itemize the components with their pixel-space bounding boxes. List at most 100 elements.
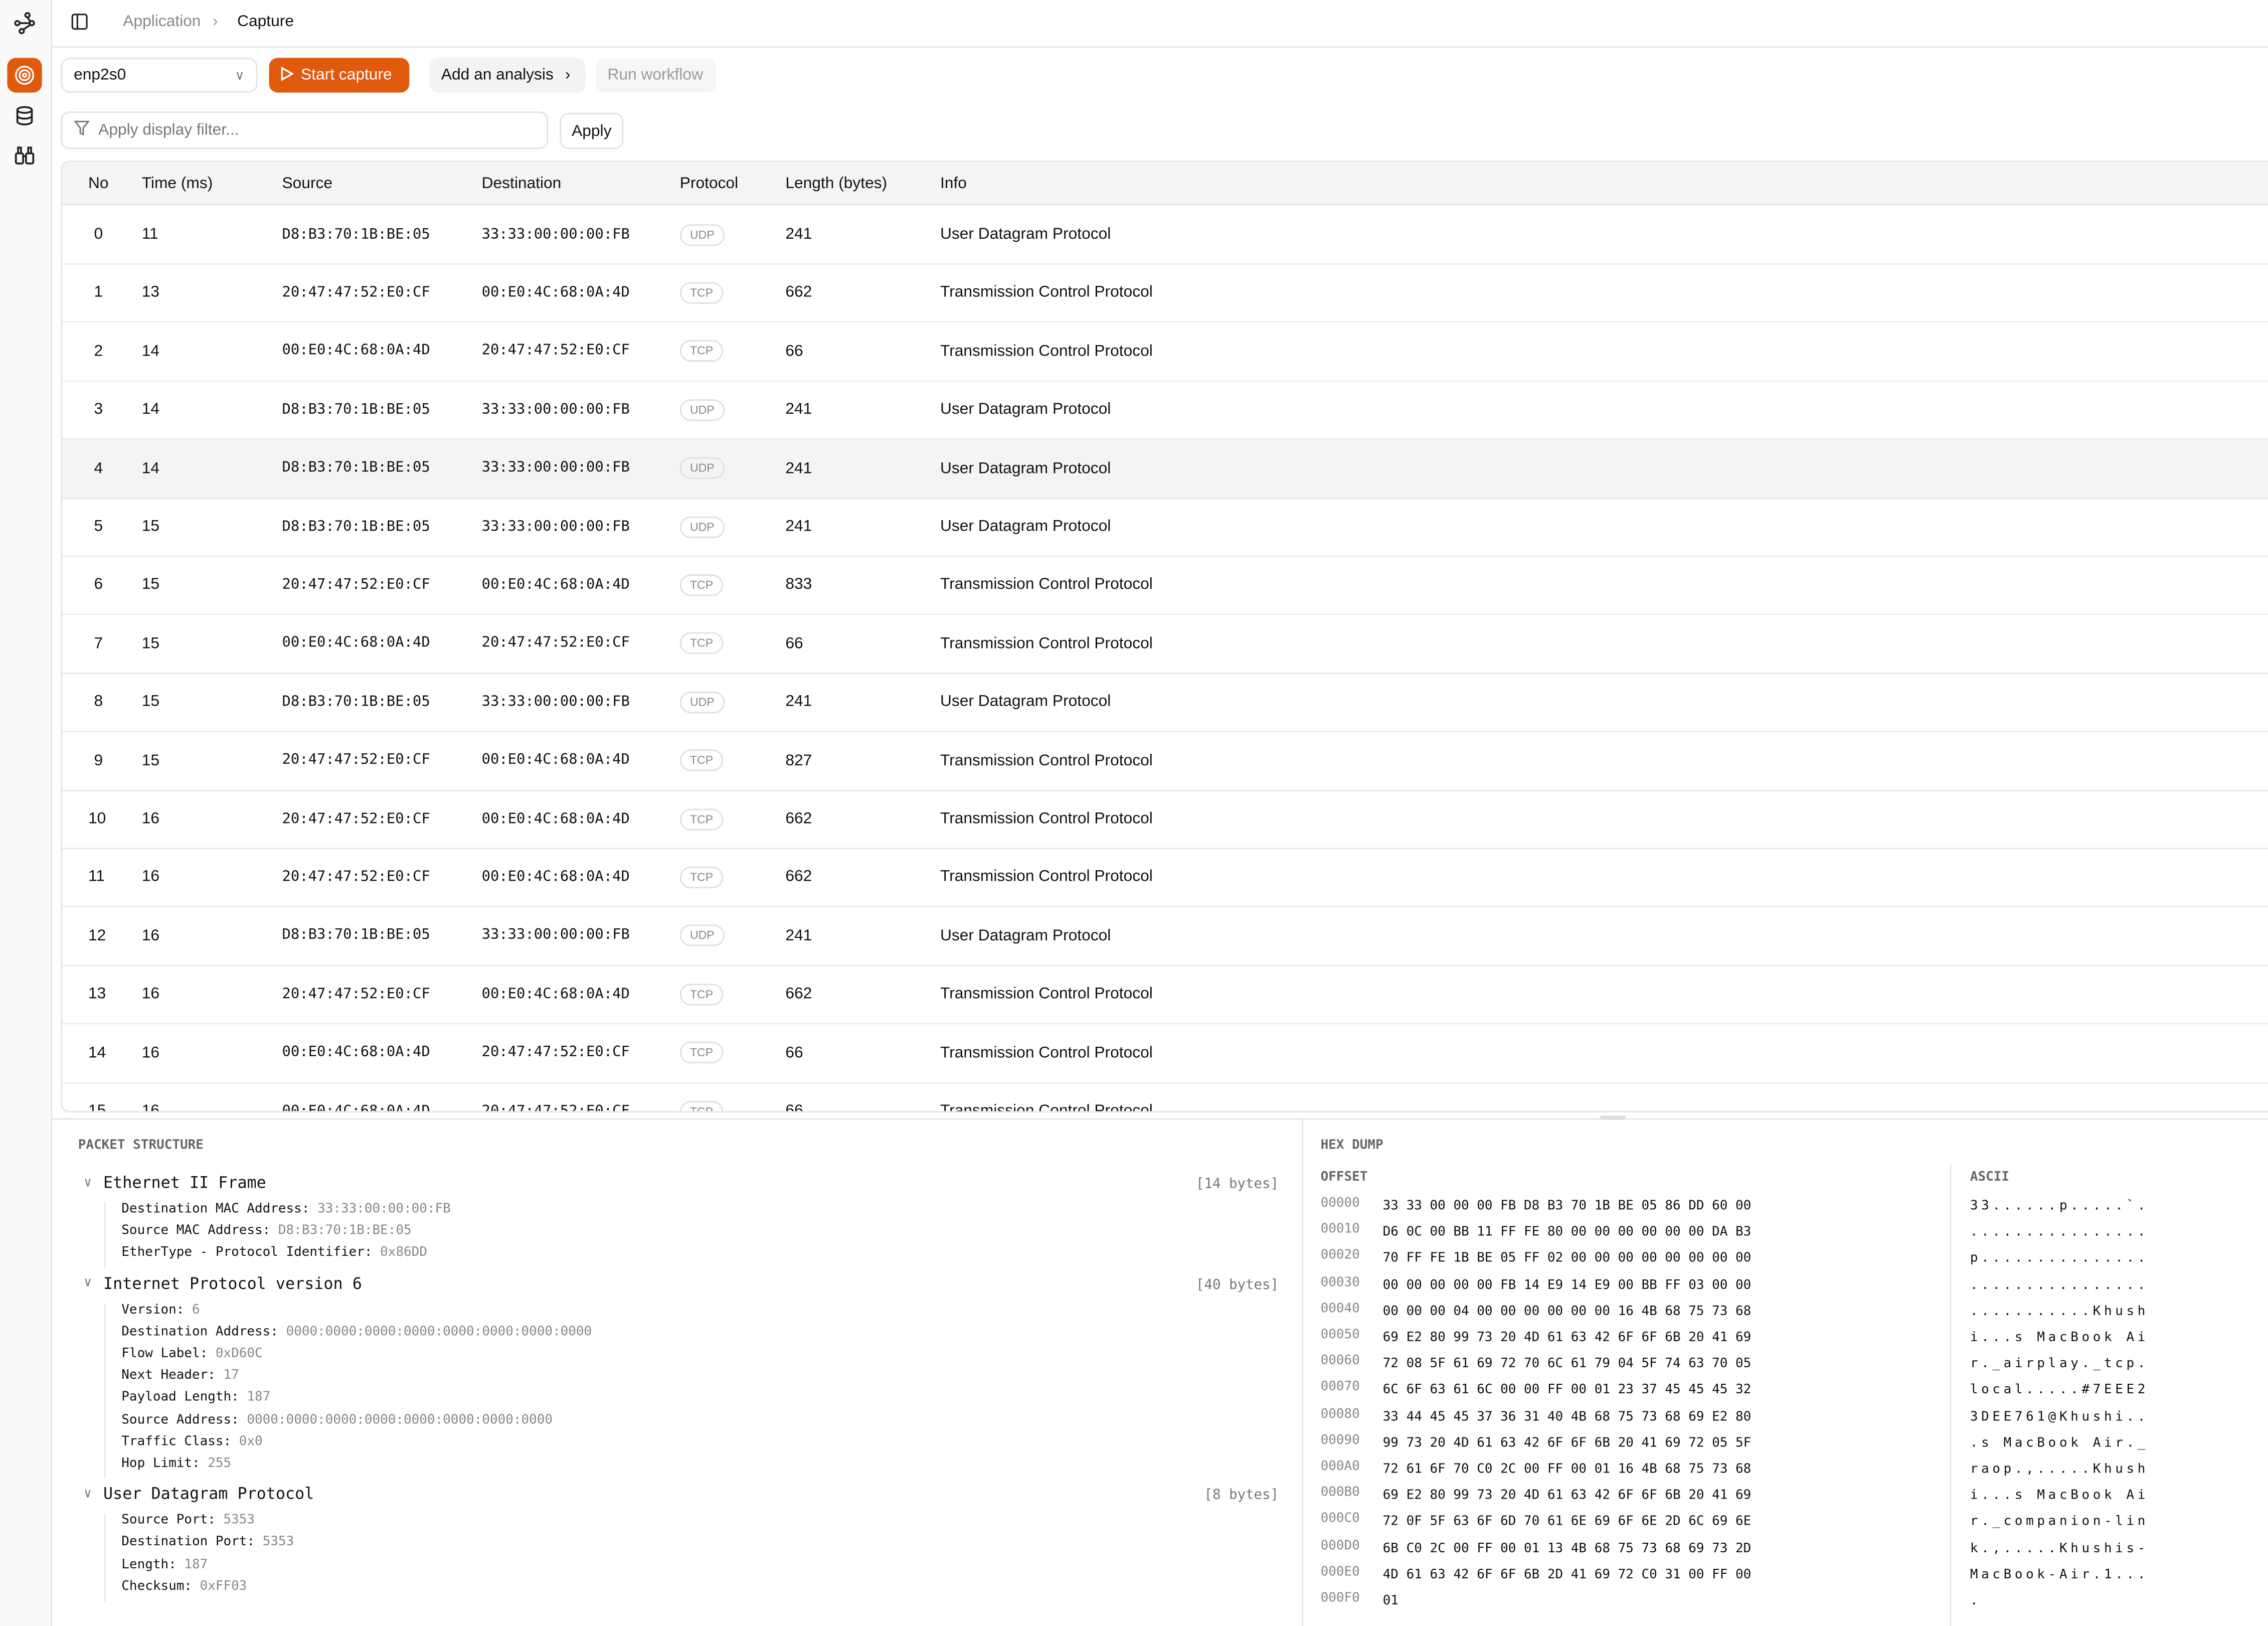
row-length: 66	[785, 634, 803, 653]
database-icon[interactable]	[7, 100, 42, 131]
table-row[interactable]: 8 15 D8:B3:70:1B:BE:05 33:33:00:00:00:FB UDP…	[62, 673, 2268, 733]
column-header[interactable]: Info	[940, 174, 967, 192]
hex-offset: 00080	[1320, 1407, 1360, 1422]
column-header[interactable]: Length (bytes)	[785, 174, 888, 192]
chevron-down-icon: ∨	[235, 67, 245, 82]
column-header[interactable]: Time (ms)	[141, 174, 213, 192]
table-row[interactable]: 1 13 20:47:47:52:E0:CF 00:E0:4C:68:0A:4D TCP…	[62, 264, 2268, 323]
row-length: 241	[785, 225, 812, 243]
tree-field[interactable]: Source Port: 5353	[121, 1514, 255, 1528]
tree-field[interactable]: Destination MAC Address: 33:33:00:00:00:…	[121, 1202, 451, 1217]
row-length: 241	[785, 401, 812, 419]
tree-field[interactable]: Traffic Class: 0x0	[121, 1435, 262, 1449]
chevron-right-icon: ›	[565, 66, 571, 84]
row-no: 14	[88, 1044, 106, 1062]
field-label: Flow Label:	[121, 1347, 208, 1362]
field-label: Checksum:	[121, 1579, 193, 1594]
tree-field[interactable]: Flow Label: 0xD60C	[121, 1347, 262, 1362]
table-row[interactable]: 2 14 00:E0:4C:68:0A:4D 20:47:47:52:E0:CF TCP…	[62, 322, 2268, 382]
tree-field[interactable]: Checksum: 0xFF03	[121, 1579, 247, 1594]
row-info: User Datagram Protocol	[940, 518, 1111, 536]
run-workflow-button[interactable]: Run workflow	[596, 58, 716, 93]
apply-filter-button[interactable]: Apply	[560, 112, 624, 149]
table-row[interactable]: 10 16 20:47:47:52:E0:CF 00:E0:4C:68:0A:4D TC…	[62, 790, 2268, 850]
tree-field[interactable]: Payload Length: 187	[121, 1391, 270, 1405]
row-protocol: TCP	[679, 1024, 724, 1081]
column-header[interactable]: Destination	[481, 174, 562, 192]
column-header[interactable]: Protocol	[679, 174, 739, 192]
row-time: 15	[141, 518, 160, 536]
hex-ascii: 33......p.....`.	[1970, 1199, 2149, 1214]
table-row[interactable]: 11 16 20:47:47:52:E0:CF 00:E0:4C:68:0A:4D TC…	[62, 849, 2268, 908]
row-no: 10	[88, 810, 106, 828]
row-info: Transmission Control Protocol	[940, 634, 1153, 653]
header: Application › Capture	[52, 0, 2268, 48]
row-destination: 33:33:00:00:00:FB	[481, 694, 630, 710]
workflow-icon[interactable]	[7, 7, 42, 39]
table-row[interactable]: 0 11 D8:B3:70:1B:BE:05 33:33:00:00:00:FB UDP…	[62, 206, 2268, 265]
tree-field[interactable]: Length: 187	[121, 1558, 208, 1572]
field-label: Destination MAC Address:	[121, 1202, 310, 1217]
row-info: Transmission Control Protocol	[940, 868, 1153, 886]
column-header[interactable]: Source	[282, 174, 333, 192]
hex-bytes: 69 E2 80 99 73 20 4D 61 63 42 6F 6F 6B 2…	[1382, 1331, 1752, 1346]
hex-ascii: r._companion-lin	[1970, 1515, 2149, 1530]
tree-field[interactable]: Source Address: 0000:0000:0000:0000:0000…	[121, 1413, 553, 1427]
play-icon	[281, 66, 294, 84]
table-row[interactable]: 14 16 00:E0:4C:68:0A:4D 20:47:47:52:E0:CF TC…	[62, 1024, 2268, 1083]
row-time: 11	[141, 225, 158, 243]
tree-guide-line	[104, 1513, 106, 1602]
start-capture-button[interactable]: Start capture	[269, 58, 410, 93]
tree-field[interactable]: Version: 6	[121, 1303, 200, 1318]
resize-handle[interactable]	[1600, 1115, 1626, 1120]
row-source: D8:B3:70:1B:BE:05	[282, 927, 430, 944]
row-time: 16	[141, 1044, 160, 1062]
table-header: No Time (ms) Source Destination Protocol Leng…	[62, 162, 2268, 206]
table-row[interactable]: 4 14 D8:B3:70:1B:BE:05 33:33:00:00:00:FB UDP…	[62, 439, 2268, 499]
field-label: EtherType - Protocol Identifier:	[121, 1246, 373, 1261]
capture-icon[interactable]	[7, 58, 42, 93]
row-no: 13	[88, 985, 106, 1003]
breadcrumb-application[interactable]: Application	[123, 13, 201, 31]
table-row[interactable]: 9 15 20:47:47:52:E0:CF 00:E0:4C:68:0A:4D TCP…	[62, 731, 2268, 791]
column-header[interactable]: No	[88, 174, 109, 192]
row-no: 4	[94, 459, 103, 477]
table-row[interactable]: 13 16 20:47:47:52:E0:CF 00:E0:4C:68:0A:4D TC…	[62, 965, 2268, 1025]
tree-field[interactable]: Next Header: 17	[121, 1369, 239, 1383]
row-no: 9	[94, 751, 103, 769]
table-row[interactable]: 7 15 00:E0:4C:68:0A:4D 20:47:47:52:E0:CF TCP…	[62, 614, 2268, 674]
binoculars-icon[interactable]	[7, 139, 42, 171]
field-value: 5353	[262, 1535, 294, 1550]
hex-ascii: k.,.....Khushis-	[1970, 1541, 2149, 1556]
tree-field[interactable]: Destination Port: 5353	[121, 1536, 294, 1550]
panel-divider[interactable]	[1302, 1118, 1304, 1626]
tree-field[interactable]: Destination Address: 0000:0000:0000:0000…	[121, 1325, 592, 1340]
row-length: 241	[785, 693, 812, 711]
hex-offset: 00010	[1320, 1223, 1360, 1237]
row-protocol: UDP	[679, 498, 725, 555]
tree-field[interactable]: Hop Limit: 255	[121, 1457, 231, 1472]
field-value: 187	[184, 1557, 208, 1572]
row-no: 2	[94, 343, 103, 360]
hex-bytes: 69 E2 80 99 73 20 4D 61 63 42 6F 6F 6B 2…	[1382, 1489, 1752, 1504]
row-no: 12	[88, 927, 106, 945]
table-row[interactable]: 3 14 D8:B3:70:1B:BE:05 33:33:00:00:00:FB UDP…	[62, 381, 2268, 440]
protocol-badge: TCP	[679, 340, 724, 363]
display-filter-input[interactable]: Apply display filter...	[61, 111, 549, 149]
interface-select[interactable]: enp2s0 ∨	[61, 58, 258, 93]
table-row[interactable]: 6 15 20:47:47:52:E0:CF 00:E0:4C:68:0A:4D TCP…	[62, 556, 2268, 616]
ascii-header: ASCII	[1970, 1170, 2009, 1185]
tree-section-header[interactable]: ∨ User Datagram Protocol	[84, 1485, 314, 1503]
tree-field[interactable]: Source MAC Address: D8:B3:70:1B:BE:05	[121, 1224, 411, 1239]
table-row[interactable]: 12 16 D8:B3:70:1B:BE:05 33:33:00:00:00:FB UD…	[62, 907, 2268, 966]
tree-section-header[interactable]: ∨ Ethernet II Frame	[84, 1173, 266, 1192]
toggle-sidebar-icon[interactable]	[71, 13, 88, 35]
add-analysis-button[interactable]: Add an analysis ›	[429, 58, 586, 93]
row-length: 241	[785, 459, 812, 477]
row-source: D8:B3:70:1B:BE:05	[282, 226, 430, 243]
tree-section-header[interactable]: ∨ Internet Protocol version 6	[84, 1274, 362, 1292]
row-destination: 20:47:47:52:E0:CF	[481, 1044, 630, 1061]
table-row[interactable]: 15 16 00:E0:4C:68:0A:4D 20:47:47:52:E0:CF TC…	[62, 1082, 2268, 1111]
tree-field[interactable]: EtherType - Protocol Identifier: 0x86DD	[121, 1246, 427, 1261]
table-row[interactable]: 5 15 D8:B3:70:1B:BE:05 33:33:00:00:00:FB UDP…	[62, 498, 2268, 557]
